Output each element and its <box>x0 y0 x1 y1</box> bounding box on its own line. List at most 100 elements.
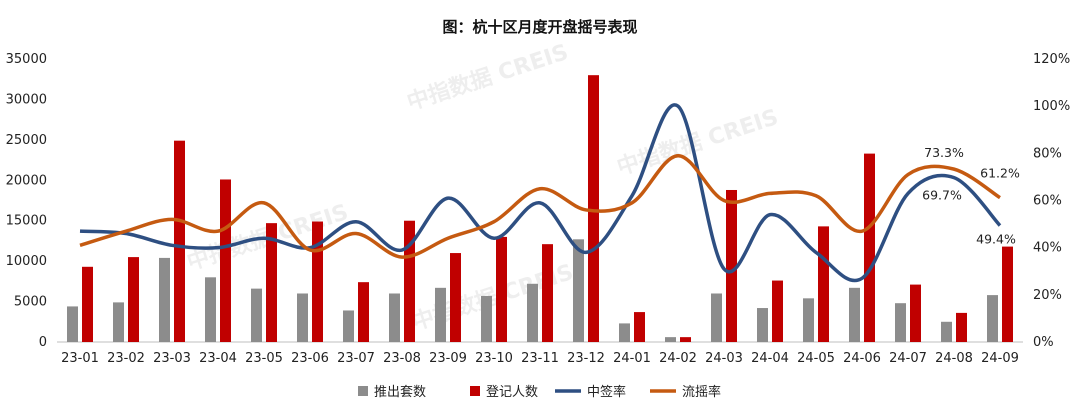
bar-registrants <box>496 236 507 342</box>
bar-registrants <box>588 75 599 343</box>
bar-launched-units <box>113 302 124 342</box>
bar-launched-units <box>205 277 216 342</box>
right-axis-tick-label: 120% <box>1033 52 1070 67</box>
x-axis-tick-label: 23-02 <box>107 351 145 366</box>
data-label: 69.7% <box>922 188 962 203</box>
bar-registrants <box>312 221 323 342</box>
bar-registrants <box>956 312 967 342</box>
bar-launched-units <box>849 287 860 342</box>
bar-registrants <box>542 244 553 342</box>
bar-registrants <box>726 189 737 342</box>
x-axis-tick-label: 24-05 <box>797 351 835 366</box>
x-axis-tick-label: 23-03 <box>153 351 191 366</box>
left-axis-tick-label: 35000 <box>6 52 47 67</box>
bar-registrants <box>404 220 415 342</box>
left-axis-tick-label: 30000 <box>6 92 47 107</box>
bar-registrants <box>266 223 277 342</box>
right-axis-tick-label: 60% <box>1033 194 1062 209</box>
x-axis-tick-label: 23-07 <box>337 351 375 366</box>
legend-label: 推出套数 <box>374 384 426 400</box>
watermark-text: 中指数据 CREIS <box>404 39 572 116</box>
x-axis-tick-label: 24-06 <box>843 351 881 366</box>
bar-registrants <box>818 226 829 342</box>
chart-title: 图：杭十区月度开盘摇号表现 <box>442 18 637 36</box>
right-axis-tick-label: 40% <box>1033 241 1062 256</box>
x-axis-tick-label: 24-08 <box>935 351 973 366</box>
bar-launched-units <box>619 323 630 342</box>
x-axis-tick-label: 24-03 <box>705 351 743 366</box>
bar-registrants <box>450 253 461 342</box>
bar-launched-units <box>251 288 262 342</box>
bar-registrants <box>680 337 691 342</box>
bar-launched-units <box>67 306 78 342</box>
x-axis-tick-label: 24-04 <box>751 351 789 366</box>
data-label: 49.4% <box>976 231 1016 246</box>
bar-launched-units <box>665 337 676 342</box>
legend-label: 登记人数 <box>486 385 538 400</box>
x-axis-tick-label: 23-10 <box>475 351 513 366</box>
bar-launched-units <box>527 283 538 342</box>
bar-launched-units <box>757 308 768 342</box>
left-y-axis: 0 5000 10000 15000 20000 25000 30000 35000 <box>6 52 47 350</box>
bar-registrants <box>82 266 93 342</box>
bar-registrants <box>864 153 875 342</box>
bar-launched-units <box>573 239 584 342</box>
legend-swatch <box>358 386 368 396</box>
annotation-layer: 73.3% 69.7% 61.2% 49.4% <box>922 145 1020 246</box>
bar-registrants <box>128 257 139 342</box>
left-axis-tick-label: 10000 <box>6 254 47 269</box>
left-axis-tick-label: 0 <box>39 335 47 350</box>
bar-launched-units <box>803 298 814 342</box>
x-axis-tick-label: 23-06 <box>291 351 329 366</box>
bar-launched-units <box>481 295 492 342</box>
bar-registrants <box>174 140 185 342</box>
line-winning-rate <box>79 103 1002 283</box>
data-label: 73.3% <box>924 145 964 160</box>
bar-launched-units <box>895 303 906 342</box>
left-axis-tick-label: 20000 <box>6 173 47 188</box>
x-axis-tick-label: 23-04 <box>199 351 237 366</box>
left-axis-tick-label: 25000 <box>6 133 47 148</box>
x-axis-tick-label: 23-05 <box>245 351 283 366</box>
bar-launched-units <box>435 287 446 342</box>
right-y-axis: 0% 20% 40% 60% 80% 100% 120% <box>1033 52 1070 350</box>
bar-registrants <box>772 280 783 342</box>
x-axis-tick-label: 23-08 <box>383 351 421 366</box>
legend-swatch <box>470 386 480 396</box>
x-axis-tick-label: 23-11 <box>521 351 559 366</box>
bar-registrants <box>910 284 921 342</box>
line-series <box>79 103 1002 283</box>
bar-launched-units <box>297 293 308 342</box>
x-axis-tick-label: 23-12 <box>567 351 605 366</box>
legend-label: 中签率 <box>587 384 626 400</box>
bar-registrants <box>634 312 645 342</box>
bar-launched-units <box>389 293 400 342</box>
x-axis-tick-label: 24-09 <box>981 351 1019 366</box>
x-axis-tick-label: 24-01 <box>613 351 651 366</box>
legend: 推出套数 登记人数 中签率 流摇率 <box>358 384 721 400</box>
bar-series <box>67 75 1013 343</box>
bar-launched-units <box>987 295 998 342</box>
right-axis-tick-label: 100% <box>1033 99 1070 114</box>
bar-registrants <box>220 179 231 342</box>
left-axis-tick-label: 15000 <box>6 214 47 229</box>
bar-launched-units <box>711 293 722 342</box>
right-axis-tick-label: 20% <box>1033 288 1062 303</box>
bar-registrants <box>1002 246 1013 342</box>
data-label: 61.2% <box>980 166 1020 181</box>
x-axis-tick-label: 23-09 <box>429 351 467 366</box>
x-axis-tick-label: 24-02 <box>659 351 697 366</box>
bar-launched-units <box>343 310 354 342</box>
bar-registrants <box>358 282 369 342</box>
right-axis-tick-label: 0% <box>1033 335 1054 350</box>
x-axis-tick-label: 24-07 <box>889 351 927 366</box>
left-axis-tick-label: 5000 <box>14 295 47 310</box>
legend-label: 流摇率 <box>682 384 721 400</box>
x-axis-tick-label: 23-01 <box>61 351 99 366</box>
right-axis-tick-label: 80% <box>1033 146 1062 161</box>
line-unsold-rate <box>79 153 1001 259</box>
x-axis-labels: 23-01 23-02 23-03 23-04 23-05 23-06 23-07 23-08… <box>61 351 1019 366</box>
bar-launched-units <box>159 257 170 342</box>
